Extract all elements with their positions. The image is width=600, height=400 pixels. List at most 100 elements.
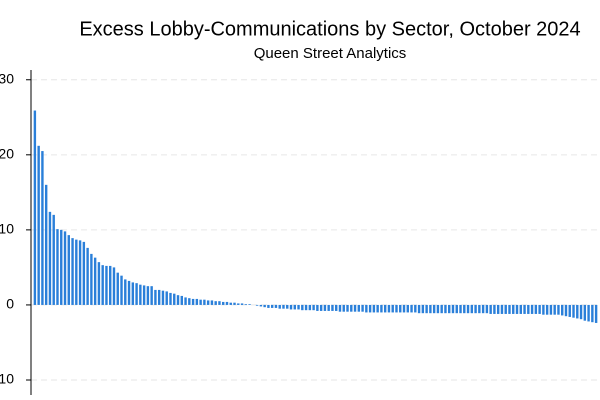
bar: [180, 295, 183, 305]
bar: [399, 304, 402, 313]
bar: [331, 304, 334, 311]
bar: [395, 304, 398, 313]
bar: [195, 298, 199, 305]
bar: [82, 241, 86, 305]
bar: [429, 304, 432, 314]
bar: [297, 304, 300, 310]
bar: [444, 304, 447, 314]
bar: [199, 299, 202, 305]
bar: [93, 257, 97, 305]
bar: [372, 304, 376, 313]
bar: [278, 304, 281, 309]
bar: [515, 304, 519, 314]
bar: [489, 304, 492, 314]
bar: [448, 304, 451, 314]
bar: [587, 304, 590, 322]
y-tick-label: 20: [0, 146, 14, 162]
bar: [459, 304, 462, 314]
bar: [222, 301, 225, 305]
bar: [414, 304, 417, 313]
bar: [33, 110, 37, 305]
bar: [564, 304, 568, 317]
y-tick-label: 30: [0, 70, 14, 86]
bar: [97, 262, 101, 305]
bar: [142, 285, 146, 305]
bar: [203, 299, 206, 305]
bar: [493, 304, 496, 314]
bar: [255, 304, 259, 306]
bar: [387, 304, 391, 313]
bar: [52, 214, 55, 305]
bar: [455, 304, 458, 314]
bar: [380, 304, 383, 313]
bar: [282, 304, 285, 309]
bar: [500, 304, 504, 314]
bar: [270, 304, 274, 308]
bar: [470, 304, 474, 314]
bar: [316, 304, 319, 311]
bar: [410, 304, 413, 313]
bar: [346, 304, 349, 312]
bar: [286, 304, 289, 309]
bar: [421, 304, 425, 314]
chart-title: Excess Lobby-Communications by Sector, O…: [79, 18, 580, 40]
bar: [60, 229, 63, 305]
bar: [350, 304, 353, 312]
bar: [583, 304, 587, 321]
bar: [353, 304, 357, 312]
bar: [41, 151, 44, 305]
bar: [485, 304, 489, 314]
bar: [293, 304, 296, 310]
bar: [206, 300, 210, 305]
bar: [44, 184, 48, 305]
bar: [274, 304, 278, 308]
bar: [376, 304, 379, 313]
bar: [561, 304, 564, 316]
bar: [289, 304, 293, 310]
bar: [63, 231, 67, 305]
bar: [365, 304, 368, 313]
bar: [240, 303, 244, 305]
bar: [451, 304, 455, 314]
bar: [218, 301, 221, 305]
bar: [342, 304, 345, 312]
bar: [214, 301, 217, 305]
bar: [368, 304, 372, 313]
bar: [534, 304, 538, 314]
bar: [173, 293, 176, 305]
bar: [37, 145, 40, 305]
bar: [527, 304, 530, 314]
bar: [127, 280, 131, 305]
bar: [109, 265, 112, 305]
bar: [474, 304, 477, 314]
bar: [553, 304, 556, 315]
bar: [512, 304, 515, 314]
bar: [557, 304, 560, 315]
bar: [481, 304, 485, 314]
bar: [591, 304, 594, 323]
bar: [406, 304, 409, 313]
bar: [538, 304, 541, 314]
bar: [229, 302, 232, 305]
bar: [75, 239, 78, 305]
bar: [545, 304, 549, 315]
bar: [308, 304, 312, 311]
bar: [131, 282, 135, 305]
y-tick-label: 0: [6, 296, 14, 312]
bar: [323, 304, 327, 311]
bar: [417, 304, 421, 314]
bar: [519, 304, 522, 314]
bar: [357, 304, 361, 312]
bar: [594, 304, 598, 323]
bar: [327, 304, 330, 311]
bar: [572, 304, 575, 318]
bar: [146, 286, 150, 305]
bar: [530, 304, 534, 314]
bar: [90, 253, 93, 305]
bar: [267, 304, 270, 308]
bar: [576, 304, 579, 319]
bar: [568, 304, 571, 317]
bar: [112, 267, 116, 305]
bar: [71, 238, 74, 305]
